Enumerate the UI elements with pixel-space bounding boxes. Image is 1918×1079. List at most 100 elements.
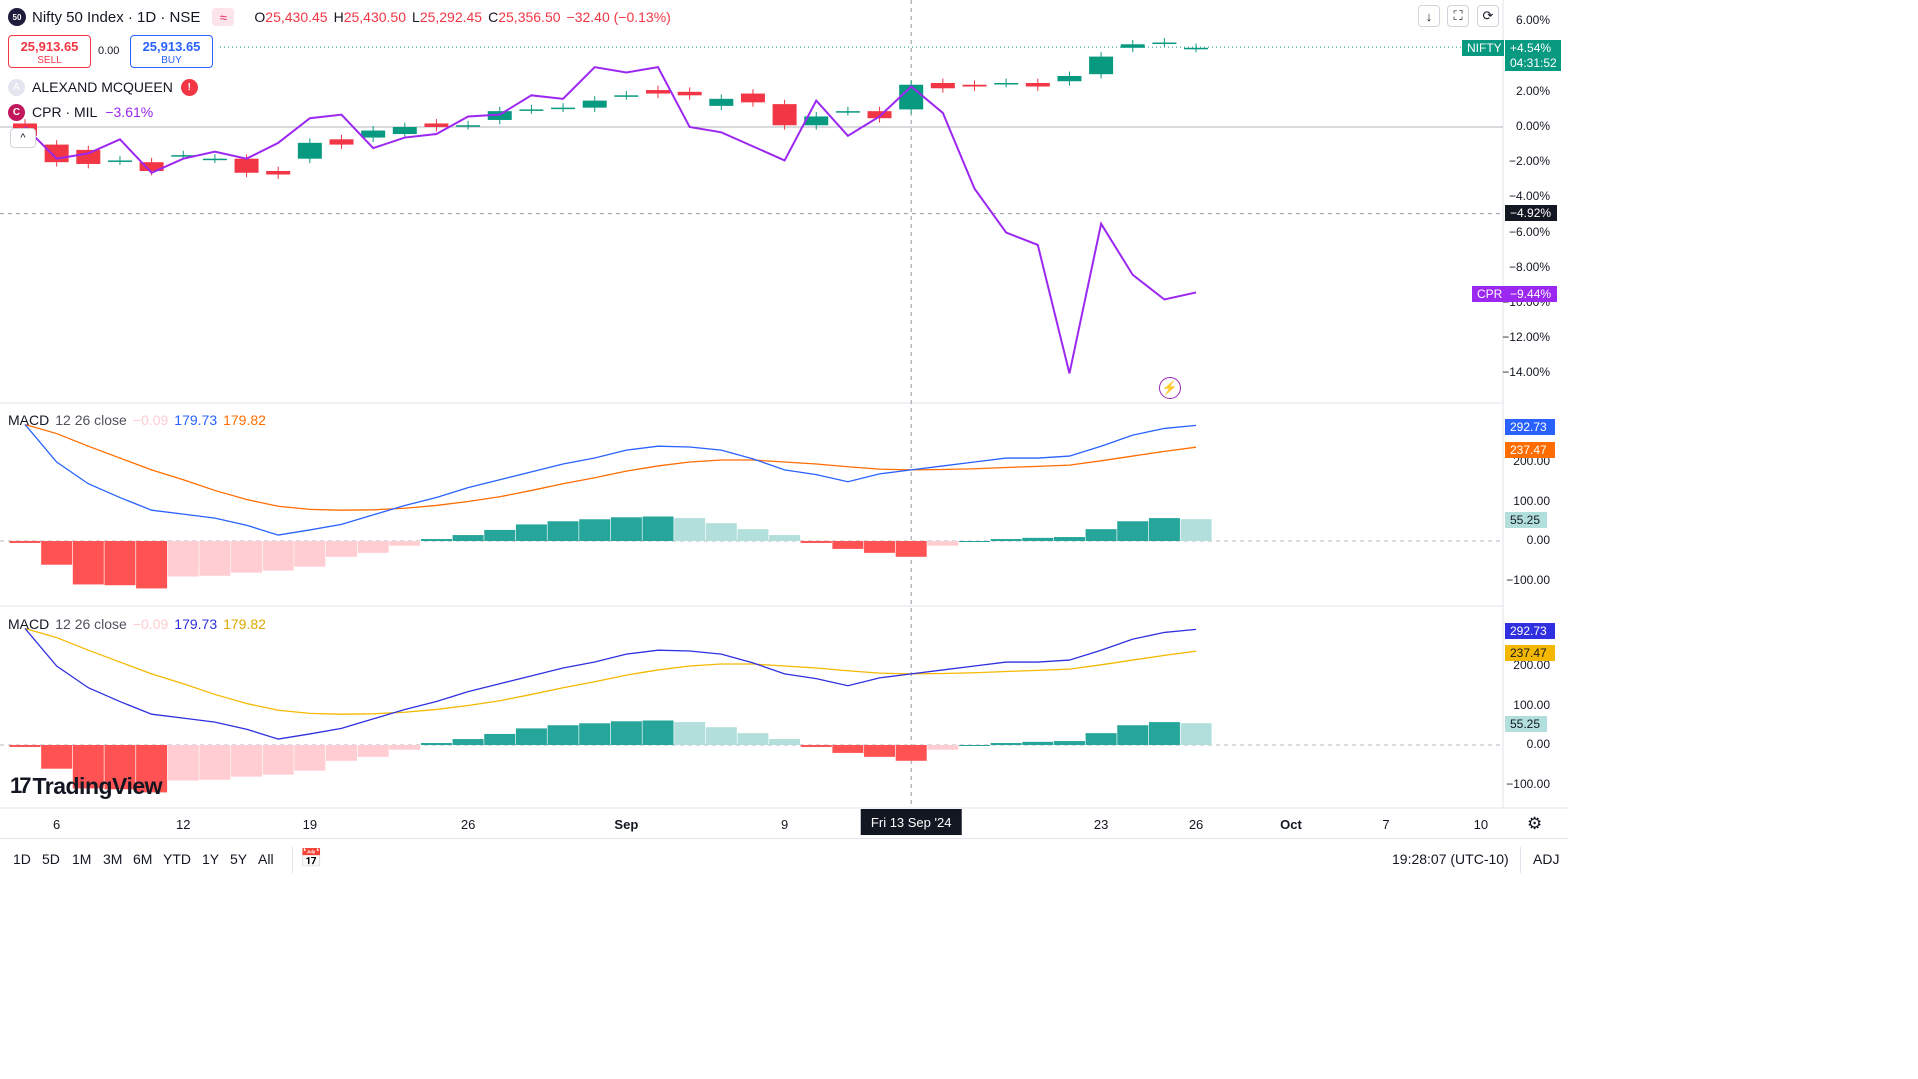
- candle-body: [835, 111, 860, 113]
- restore-button[interactable]: ⟳: [1477, 5, 1499, 27]
- range-button-all[interactable]: All: [258, 851, 274, 867]
- compare-row-cpr[interactable]: C CPR · MIL −3.61%: [8, 102, 153, 122]
- candle-body: [1025, 83, 1050, 87]
- candle-body: [867, 111, 892, 119]
- calendar-icon[interactable]: 📅: [300, 848, 323, 868]
- macd-histogram-bar: [769, 739, 801, 745]
- time-axis-label: 7: [1382, 817, 1390, 832]
- macd-histogram-bar: [1085, 529, 1117, 541]
- macd-histogram-bar: [990, 539, 1022, 541]
- macd-histogram-bar: [199, 541, 231, 576]
- macd-scale-label: 0.00: [1526, 533, 1550, 547]
- macd-histogram-bar: [547, 725, 579, 745]
- macd-histogram-bar: [41, 745, 73, 769]
- candle-body: [519, 109, 544, 111]
- nifty-value-tag: +4.54%: [1505, 40, 1561, 56]
- macd-histogram-bar: [326, 745, 357, 761]
- down-arrow-button[interactable]: ↓: [1418, 5, 1440, 27]
- macd-histogram-bar: [895, 745, 927, 761]
- range-button-1m[interactable]: 1M: [72, 851, 92, 867]
- settings-gear-icon[interactable]: ⚙: [1527, 814, 1543, 833]
- sell-label: SELL: [37, 55, 62, 66]
- crosshair-price-tag: −4.92%: [1505, 205, 1557, 221]
- macd-signal-value: 179.82: [223, 616, 266, 632]
- fullscreen-button[interactable]: ⛶: [1447, 5, 1469, 27]
- candle-body: [709, 98, 734, 106]
- macd-histogram-bar: [262, 745, 294, 775]
- candle-body: [171, 155, 196, 157]
- wave-icon[interactable]: ≈: [212, 8, 235, 26]
- candle-body: [1057, 75, 1082, 82]
- macd-histogram-bar: [231, 745, 263, 777]
- range-button-3m[interactable]: 3M: [103, 851, 123, 867]
- candle-body: [1120, 44, 1145, 48]
- macd-histogram-bar: [864, 745, 896, 757]
- cpr-name-tag: CPR: [1472, 286, 1505, 302]
- range-button-1y[interactable]: 1Y: [202, 851, 220, 867]
- range-button-5y[interactable]: 5Y: [230, 851, 248, 867]
- adj-toggle[interactable]: ADJ: [1533, 851, 1560, 867]
- macd2-signal-tag: 237.47: [1505, 645, 1555, 661]
- ohlc-change: −32.40 (−0.13%): [566, 9, 671, 25]
- compare-row-alexand[interactable]: A ALEXAND MCQUEEN !: [8, 77, 205, 97]
- macd-histogram-bar: [136, 745, 168, 793]
- macd-histogram-bar: [832, 745, 864, 753]
- macd-histogram-bar: [9, 745, 41, 747]
- chart-canvas[interactable]: [0, 0, 1568, 884]
- range-button-5d[interactable]: 5D: [42, 851, 60, 867]
- symbol-title[interactable]: Nifty 50 Index · 1D · NSE: [32, 8, 201, 26]
- candle-body: [772, 104, 797, 126]
- sell-price: 25,913.65: [20, 39, 79, 54]
- macd-histogram-bar: [1053, 537, 1085, 541]
- macd-scale-label: 200.00: [1513, 658, 1550, 672]
- time-axis-label: 9: [780, 817, 789, 832]
- macd-histogram-bar: [294, 745, 326, 771]
- macd-histogram-bar: [737, 529, 769, 541]
- macd-histogram-bar: [357, 541, 389, 553]
- range-button-6m[interactable]: 6M: [133, 851, 153, 867]
- bottom-toolbar: 1D 5D 1M 3M 6M YTD 1Y 5Y All 📅 19:28:07 (UTC-10)…: [0, 838, 1568, 882]
- ohlc-open-value: 25,430.45: [265, 9, 328, 25]
- macd-histogram-bar: [136, 541, 168, 589]
- range-button-1d[interactable]: 1D: [13, 851, 31, 867]
- clock-text[interactable]: 19:28:07 (UTC-10): [1392, 851, 1509, 867]
- range-button-ytd[interactable]: YTD: [163, 851, 191, 867]
- macd-histogram-bar: [484, 529, 516, 541]
- macd-histogram-bar: [420, 743, 452, 745]
- macd-line-value: 179.73: [174, 616, 218, 632]
- divider: [292, 847, 293, 873]
- macd-label: MACD: [8, 616, 50, 632]
- candle-body: [329, 139, 354, 145]
- candle-body: [804, 116, 829, 126]
- warning-icon[interactable]: !: [180, 78, 198, 96]
- macd-histogram-bar: [642, 720, 674, 745]
- chart-area[interactable]: 50 Nifty 50 Index · 1D · NSE ≈ O 25,430.4…: [0, 0, 1568, 884]
- macd-histogram-bar: [705, 523, 737, 541]
- buy-label: BUY: [161, 55, 182, 66]
- macd-histogram-bar: [1117, 521, 1149, 541]
- flash-icon[interactable]: ⚡: [1159, 377, 1181, 399]
- macd-histogram-bar: [927, 541, 959, 546]
- macd-histogram-bar: [231, 541, 263, 573]
- macd-line: [24, 628, 1197, 740]
- macd-histogram-bar: [1022, 741, 1054, 745]
- macd-histogram-bar: [800, 745, 832, 747]
- macd-histogram-bar: [1180, 723, 1212, 745]
- macd-histogram-bar: [72, 745, 104, 789]
- price-scale-label: −6.00%: [1508, 224, 1550, 239]
- time-axis-label: Oct: [1280, 817, 1302, 832]
- candle-body: [551, 107, 576, 110]
- macd-histogram-bar: [547, 521, 579, 541]
- sell-button[interactable]: 25,913.65 SELL: [8, 35, 91, 68]
- macd-histogram-bar: [864, 541, 896, 553]
- tradingview-watermark[interactable]: 17 TradingView: [10, 771, 163, 801]
- tradingview-logo-icon: 17: [10, 773, 32, 798]
- buy-button[interactable]: 25,913.65 BUY: [130, 35, 213, 68]
- collapse-legend-button[interactable]: ^: [10, 128, 36, 148]
- candle-body: [202, 158, 227, 161]
- macd-legend-2[interactable]: MACD 12 26 close −0.09 179.73 179.82: [8, 615, 272, 633]
- macd-line: [24, 424, 1197, 536]
- macd-legend-1[interactable]: MACD 12 26 close −0.09 179.73 179.82: [8, 411, 272, 429]
- candle-body: [266, 171, 291, 175]
- ohlc-close-value: 25,356.50: [498, 9, 561, 25]
